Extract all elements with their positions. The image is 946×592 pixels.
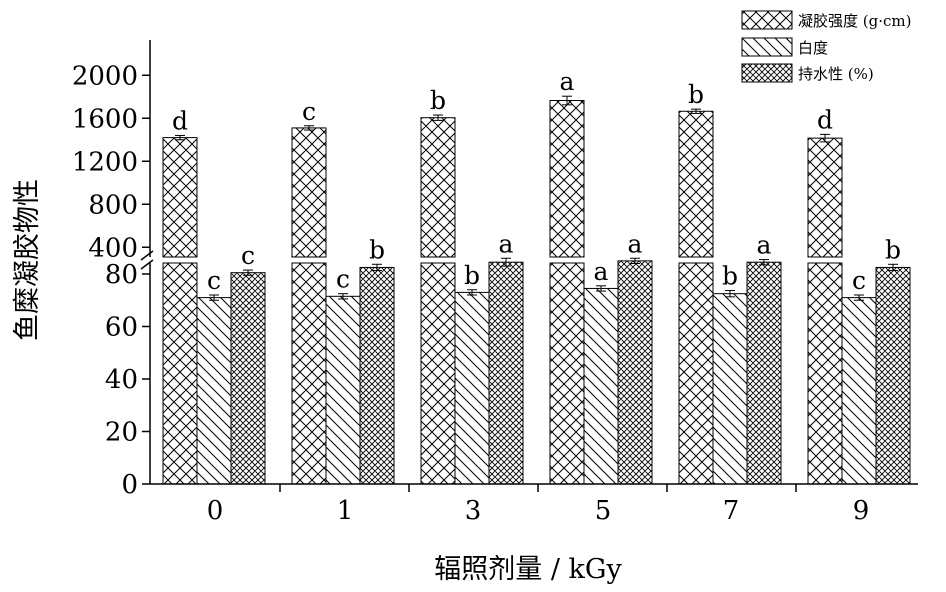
bar-gel-strength-9-upper	[807, 137, 843, 258]
bar-water-holding-5	[617, 260, 653, 485]
error-bar-gel-strength-5	[562, 95, 572, 106]
bar-whiteness-0	[196, 297, 232, 485]
sig-letter-water-holding-7: a	[757, 231, 772, 260]
sig-letter-water-holding-5: a	[628, 229, 643, 258]
error-bar-water-holding-9	[888, 263, 898, 272]
legend-swatch-gel-strength	[741, 10, 793, 30]
bar-whiteness-7	[712, 293, 748, 485]
y-tick-label-40: 40	[105, 365, 138, 395]
bar-gel-strength-7-upper	[678, 110, 714, 258]
sig-letter-whiteness-9: c	[852, 266, 866, 295]
bar-gel-strength-1-lower	[291, 262, 327, 485]
sig-letter-whiteness-5: a	[594, 257, 609, 286]
legend-swatch-water-holding	[741, 63, 793, 83]
x-tick-label-7: 7	[723, 496, 740, 526]
legend-label-gel-strength: 凝胶强度 (g·cm)	[798, 12, 911, 30]
error-bar-water-holding-3	[501, 257, 511, 267]
y-tick-label-1600: 1600	[72, 104, 138, 134]
bar-whiteness-5	[583, 287, 619, 485]
sig-letter-gel-strength-9: d	[817, 105, 833, 134]
y-axis-title: 鱼糜凝胶物性	[12, 179, 43, 341]
error-bar-whiteness-3	[467, 289, 477, 296]
error-bar-gel-strength-0	[175, 134, 185, 141]
sig-letter-whiteness-1: c	[336, 265, 350, 294]
sig-letter-gel-strength-0: d	[172, 106, 188, 135]
y-tick-label-20: 20	[105, 418, 138, 448]
bar-gel-strength-3-lower	[420, 262, 456, 485]
bar-whiteness-9	[841, 297, 877, 485]
sig-letter-gel-strength-3: b	[430, 86, 446, 115]
y-tick-label-80: 80	[105, 260, 138, 290]
legend-label-whiteness: 白度	[798, 39, 828, 57]
bar-water-holding-3	[488, 261, 524, 485]
bar-water-holding-0	[230, 272, 266, 485]
bar-gel-strength-5-upper	[549, 100, 585, 258]
sig-letter-water-holding-0: c	[241, 241, 255, 270]
x-tick-label-1: 1	[337, 496, 354, 526]
bar-gel-strength-0-lower	[162, 262, 198, 485]
bar-gel-strength-1-upper	[291, 127, 327, 258]
bar-whiteness-1	[325, 295, 361, 485]
sig-letter-water-holding-1: b	[369, 235, 385, 264]
error-bar-whiteness-7	[725, 290, 735, 298]
y-tick-label-0: 0	[121, 470, 138, 500]
error-bar-water-holding-7	[759, 259, 769, 266]
error-bar-whiteness-1	[338, 293, 348, 300]
error-bar-whiteness-0	[209, 294, 219, 301]
bar-water-holding-1	[359, 266, 395, 485]
x-tick-label-0: 0	[207, 496, 224, 526]
y-tick-label-400: 400	[88, 233, 138, 263]
y-tick-label-800: 800	[88, 190, 138, 220]
bar-gel-strength-3-upper	[420, 117, 456, 258]
legend-label-water-holding: 持水性 (%)	[798, 65, 874, 83]
sig-letter-whiteness-0: c	[207, 266, 221, 295]
bar-water-holding-7	[746, 261, 782, 485]
sig-letter-gel-strength-1: c	[302, 97, 316, 126]
error-bar-gel-strength-9	[820, 133, 830, 143]
bar-whiteness-3	[454, 291, 490, 485]
y-tick-label-2000: 2000	[72, 61, 138, 91]
bar-gel-strength-9-lower	[807, 262, 843, 485]
error-bar-gel-strength-7	[691, 108, 701, 114]
bar-water-holding-9	[875, 266, 911, 485]
x-tick-label-5: 5	[595, 496, 612, 526]
bar-gel-strength-7-lower	[678, 262, 714, 485]
sig-letter-gel-strength-7: b	[688, 80, 704, 109]
x-axis-title: 辐照剂量 / kGy	[434, 554, 622, 585]
error-bar-water-holding-1	[372, 263, 382, 272]
sig-letter-water-holding-3: a	[499, 229, 514, 258]
legend-swatch-whiteness	[741, 37, 793, 57]
error-bar-water-holding-0	[243, 269, 253, 276]
error-bar-water-holding-5	[630, 257, 640, 264]
sig-letter-gel-strength-5: a	[560, 67, 575, 96]
sig-letter-whiteness-3: b	[464, 261, 480, 290]
axis-break-mark	[140, 250, 154, 270]
x-tick-label-3: 3	[465, 496, 482, 526]
sig-letter-water-holding-9: b	[885, 235, 901, 264]
bar-gel-strength-0-upper	[162, 137, 198, 258]
y-tick-label-60: 60	[105, 313, 138, 343]
error-bar-whiteness-9	[854, 294, 864, 301]
sig-letter-whiteness-7: b	[722, 262, 738, 291]
error-bar-gel-strength-1	[304, 125, 314, 131]
x-tick-label-9: 9	[853, 496, 870, 526]
legend: 凝胶强度 (g·cm) 白度 持水性 (%)	[741, 10, 911, 83]
bar-gel-strength-5-lower	[549, 262, 585, 485]
error-bar-whiteness-5	[596, 285, 606, 292]
error-bar-gel-strength-3	[433, 114, 443, 121]
y-tick-label-1200: 1200	[72, 147, 138, 177]
